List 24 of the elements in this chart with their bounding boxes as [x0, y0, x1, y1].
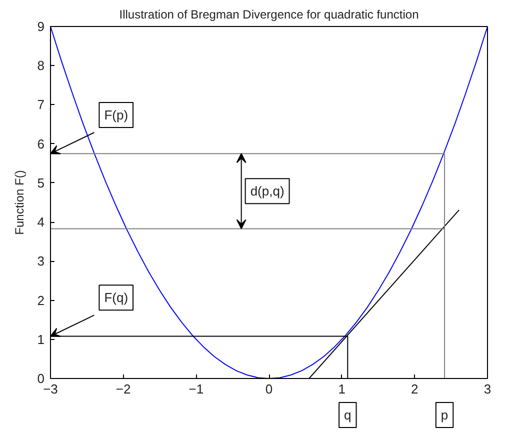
y-tick-label: 1: [37, 332, 45, 347]
x-tick-label: 3: [484, 382, 492, 396]
x-tick-label: −2: [116, 382, 131, 396]
annotation: p: [440, 408, 448, 422]
annotation: F(p): [104, 107, 128, 122]
x-tick-label: 1: [338, 382, 346, 396]
x-tick-label: 0: [265, 382, 273, 396]
y-tick-label: 4: [37, 214, 45, 230]
y-tick-label: 0: [37, 371, 45, 386]
y-tick-label: 8: [37, 58, 45, 74]
annotation: F(q): [104, 290, 128, 306]
y-tick-label: 6: [37, 136, 45, 152]
x-tick-label: −3: [43, 382, 58, 396]
y-axis-title: Function F(): [12, 170, 26, 235]
x-tick-label: −1: [188, 382, 204, 396]
annotation: d(p,q): [250, 184, 284, 199]
y-tick-label: 3: [37, 254, 45, 269]
x-tick-label: 2: [411, 382, 418, 396]
annotation: q: [344, 408, 352, 422]
chart-title: Illustration of Bregman Divergence for quadratic function: [119, 8, 419, 22]
y-tick-label: 9: [37, 19, 45, 34]
y-tick-label: 7: [37, 97, 45, 112]
y-tick-label: 2: [37, 292, 45, 308]
y-tick-label: 5: [37, 175, 45, 190]
